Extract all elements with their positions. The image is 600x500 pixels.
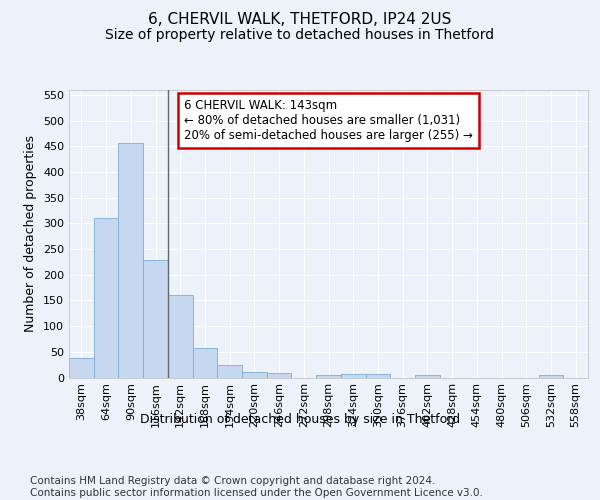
Bar bbox=[217, 364, 242, 378]
Text: Distribution of detached houses by size in Thetford: Distribution of detached houses by size … bbox=[140, 412, 460, 426]
Bar bbox=[143, 260, 168, 378]
Bar bbox=[267, 373, 292, 378]
Bar bbox=[365, 374, 390, 378]
Text: 6 CHERVIL WALK: 143sqm
← 80% of detached houses are smaller (1,031)
20% of semi-: 6 CHERVIL WALK: 143sqm ← 80% of detached… bbox=[184, 98, 473, 142]
Y-axis label: Number of detached properties: Number of detached properties bbox=[25, 135, 37, 332]
Bar bbox=[539, 375, 563, 378]
Bar bbox=[316, 375, 341, 378]
Bar bbox=[193, 348, 217, 378]
Text: Contains HM Land Registry data © Crown copyright and database right 2024.
Contai: Contains HM Land Registry data © Crown c… bbox=[30, 476, 483, 498]
Bar bbox=[94, 218, 118, 378]
Bar bbox=[69, 358, 94, 378]
Bar bbox=[242, 372, 267, 378]
Bar bbox=[168, 296, 193, 378]
Bar bbox=[118, 143, 143, 378]
Text: Size of property relative to detached houses in Thetford: Size of property relative to detached ho… bbox=[106, 28, 494, 42]
Text: 6, CHERVIL WALK, THETFORD, IP24 2US: 6, CHERVIL WALK, THETFORD, IP24 2US bbox=[148, 12, 452, 28]
Bar bbox=[341, 374, 365, 378]
Bar bbox=[415, 375, 440, 378]
